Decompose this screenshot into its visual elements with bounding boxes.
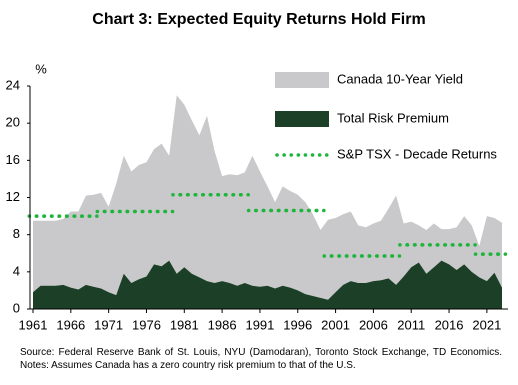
yield-area xyxy=(33,95,502,300)
y-tick-label: 20 xyxy=(6,115,20,130)
x-tick-label: 1986 xyxy=(208,317,237,332)
x-tick-label: 1961 xyxy=(19,317,48,332)
x-tick-label: 1966 xyxy=(56,317,85,332)
y-tick-label: 24 xyxy=(6,77,20,92)
x-tick-label: 1981 xyxy=(170,317,199,332)
risk-premium-area xyxy=(33,260,502,309)
legend-label: Canada 10-Year Yield xyxy=(337,71,463,86)
y-tick-label: 12 xyxy=(6,189,20,204)
x-tick-label: 2011 xyxy=(397,317,425,332)
y-axis-label: % xyxy=(35,61,47,76)
legend-label: Total Risk Premium xyxy=(337,110,449,125)
x-tick-label: 2001 xyxy=(321,317,350,332)
x-tick-label: 2006 xyxy=(359,317,388,332)
x-tick-label: 1991 xyxy=(245,317,274,332)
legend-swatch xyxy=(275,72,329,88)
footnote: Source: Federal Reserve Bank of St. Loui… xyxy=(20,347,502,371)
y-tick-label: 16 xyxy=(6,152,20,167)
chart-title: Chart 3: Expected Equity Returns Hold Fi… xyxy=(92,11,425,28)
y-tick-label: 4 xyxy=(13,263,20,278)
y-tick-label: 8 xyxy=(13,226,20,241)
x-tick-label: 2021 xyxy=(472,317,501,332)
legend-swatch xyxy=(275,111,329,127)
x-tick-label: 1971 xyxy=(94,317,123,332)
chart: Chart 3: Expected Equity Returns Hold Fi… xyxy=(6,11,508,332)
y-tick-label: 0 xyxy=(13,300,20,315)
legend-label: S&P TSX - Decade Returns xyxy=(337,146,497,161)
x-tick-label: 1976 xyxy=(132,317,161,332)
x-tick-label: 2016 xyxy=(435,317,464,332)
x-tick-label: 1996 xyxy=(283,317,312,332)
